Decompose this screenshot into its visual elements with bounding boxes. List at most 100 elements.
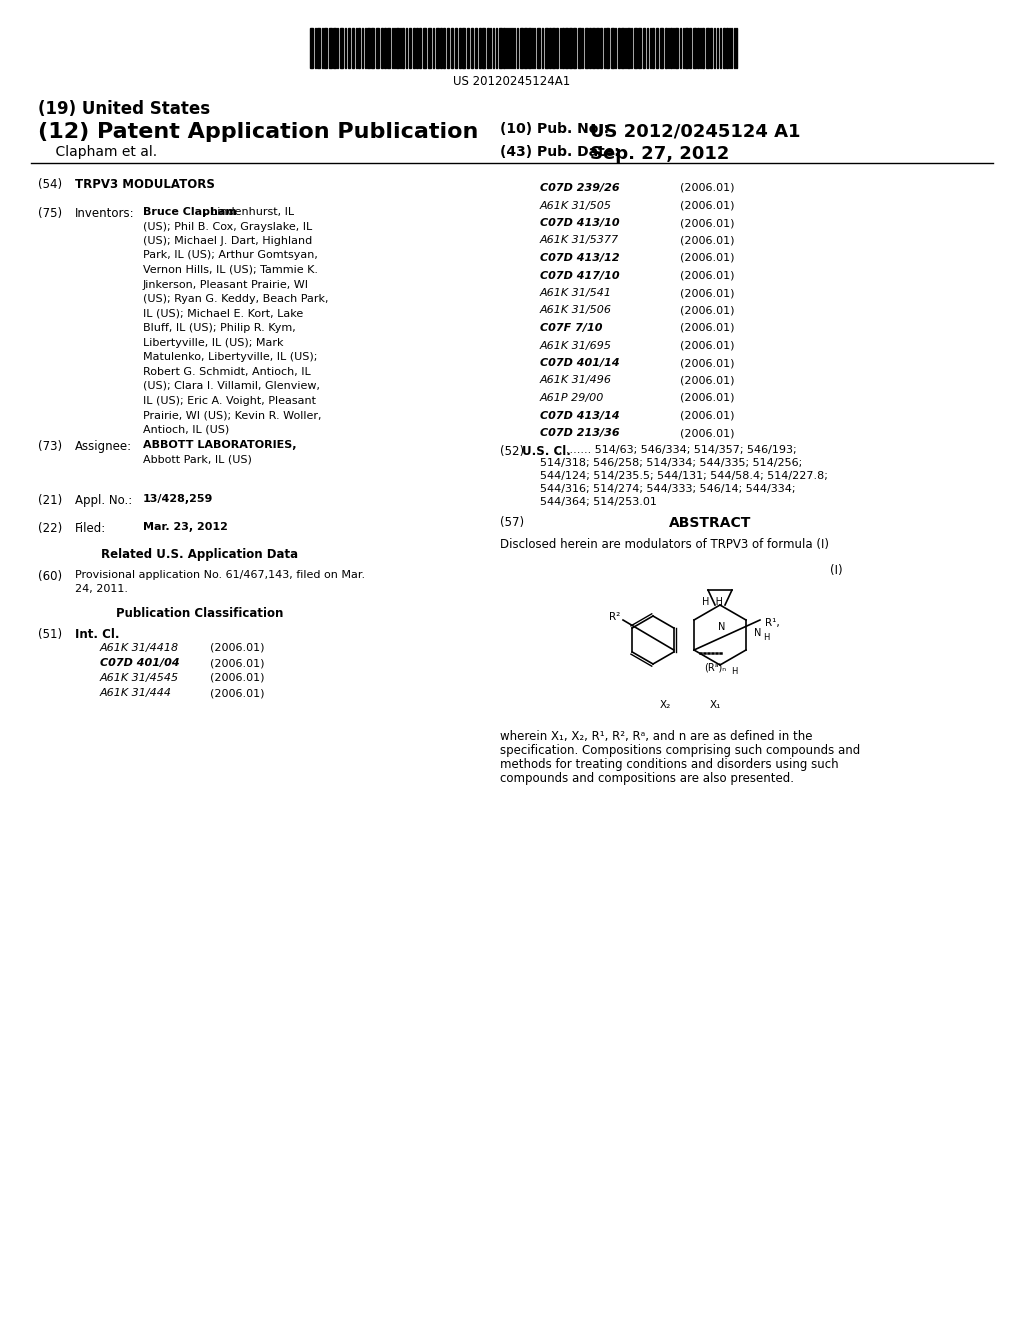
Text: 514/318; 546/258; 514/334; 544/335; 514/256;: 514/318; 546/258; 514/334; 544/335; 514/…: [540, 458, 802, 469]
Bar: [447, 28, 449, 69]
Text: (2006.01): (2006.01): [680, 358, 734, 368]
Text: Filed:: Filed:: [75, 521, 106, 535]
Text: (2006.01): (2006.01): [680, 218, 734, 228]
Text: (2006.01): (2006.01): [210, 657, 264, 668]
Text: (54): (54): [38, 178, 62, 191]
Text: (2006.01): (2006.01): [210, 643, 264, 653]
Text: H: H: [763, 632, 769, 642]
Text: (2006.01): (2006.01): [680, 393, 734, 403]
Bar: [685, 28, 688, 69]
Text: Robert G. Schmidt, Antioch, IL: Robert G. Schmidt, Antioch, IL: [143, 367, 310, 376]
Text: Vernon Hills, IL (US); Tammie K.: Vernon Hills, IL (US); Tammie K.: [143, 265, 318, 275]
Bar: [333, 28, 336, 69]
Text: (22): (22): [38, 521, 62, 535]
Text: 13/428,259: 13/428,259: [143, 494, 213, 504]
Bar: [569, 28, 572, 69]
Text: Libertyville, IL (US); Mark: Libertyville, IL (US); Mark: [143, 338, 284, 347]
Bar: [573, 28, 575, 69]
Bar: [675, 28, 678, 69]
Text: Inventors:: Inventors:: [75, 207, 134, 220]
Text: H  H: H H: [701, 597, 723, 607]
Bar: [606, 28, 609, 69]
Text: A61K 31/505: A61K 31/505: [540, 201, 612, 210]
Bar: [706, 28, 709, 69]
Bar: [621, 28, 624, 69]
Bar: [627, 28, 630, 69]
Text: Related U.S. Application Data: Related U.S. Application Data: [101, 548, 299, 561]
Text: (12) Patent Application Publication: (12) Patent Application Publication: [38, 121, 478, 143]
Bar: [596, 28, 599, 69]
Bar: [413, 28, 415, 69]
Bar: [524, 28, 527, 69]
Bar: [387, 28, 390, 69]
Bar: [340, 28, 343, 69]
Text: Bruce Clapham: Bruce Clapham: [143, 207, 237, 216]
Bar: [528, 28, 531, 69]
Bar: [549, 28, 551, 69]
Text: (43) Pub. Date:: (43) Pub. Date:: [500, 145, 620, 158]
Bar: [358, 28, 360, 69]
Bar: [702, 28, 705, 69]
Text: C07D 213/36: C07D 213/36: [540, 428, 620, 438]
Text: (21): (21): [38, 494, 62, 507]
Text: N: N: [718, 622, 726, 632]
Text: (US); Michael J. Dart, Highland: (US); Michael J. Dart, Highland: [143, 236, 312, 246]
Bar: [689, 28, 691, 69]
Bar: [402, 28, 404, 69]
Bar: [436, 28, 439, 69]
Bar: [562, 28, 564, 69]
Bar: [324, 28, 327, 69]
Text: Assignee:: Assignee:: [75, 440, 132, 453]
Text: Antioch, IL (US): Antioch, IL (US): [143, 425, 229, 434]
Bar: [643, 28, 645, 69]
Bar: [459, 28, 461, 69]
Bar: [589, 28, 591, 69]
Text: A61K 31/444: A61K 31/444: [100, 688, 172, 698]
Text: methods for treating conditions and disorders using such: methods for treating conditions and diso…: [500, 758, 839, 771]
Text: (2006.01): (2006.01): [680, 305, 734, 315]
Bar: [499, 28, 502, 69]
Text: C07D 239/26: C07D 239/26: [540, 183, 620, 193]
Bar: [462, 28, 465, 69]
Text: (Rᵃ)ₙ: (Rᵃ)ₙ: [703, 663, 726, 673]
Text: Prairie, WI (US); Kevin R. Woller,: Prairie, WI (US); Kevin R. Woller,: [143, 411, 322, 420]
Bar: [384, 28, 386, 69]
Bar: [634, 28, 637, 69]
Text: A61K 31/5377: A61K 31/5377: [540, 235, 620, 246]
Text: Int. Cl.: Int. Cl.: [75, 628, 120, 642]
Text: US 2012/0245124 A1: US 2012/0245124 A1: [590, 121, 801, 140]
Text: A61K 31/4545: A61K 31/4545: [100, 673, 179, 682]
Bar: [419, 28, 421, 69]
Text: ABBOTT LABORATORIES,: ABBOTT LABORATORIES,: [143, 440, 297, 450]
Bar: [638, 28, 641, 69]
Bar: [652, 28, 654, 69]
Text: (2006.01): (2006.01): [680, 253, 734, 263]
Bar: [329, 28, 332, 69]
Bar: [565, 28, 568, 69]
Text: , Lindenhurst, IL: , Lindenhurst, IL: [204, 207, 294, 216]
Bar: [371, 28, 374, 69]
Text: C07D 413/14: C07D 413/14: [540, 411, 620, 421]
Text: U.S. Cl.: U.S. Cl.: [522, 445, 570, 458]
Text: 544/124; 514/235.5; 544/131; 544/58.4; 514/227.8;: 544/124; 514/235.5; 544/131; 544/58.4; 5…: [540, 471, 827, 480]
Text: TRPV3 MODULATORS: TRPV3 MODULATORS: [75, 178, 215, 191]
Text: A61K 31/496: A61K 31/496: [540, 375, 612, 385]
Bar: [665, 28, 667, 69]
Text: US 20120245124A1: US 20120245124A1: [454, 75, 570, 88]
Bar: [482, 28, 485, 69]
Text: X₂: X₂: [659, 700, 671, 710]
Text: Park, IL (US); Arthur Gomtsyan,: Park, IL (US); Arthur Gomtsyan,: [143, 251, 317, 260]
Text: N: N: [755, 628, 762, 638]
Bar: [656, 28, 658, 69]
Bar: [556, 28, 558, 69]
Text: C07D 401/14: C07D 401/14: [540, 358, 620, 368]
Text: (2006.01): (2006.01): [680, 271, 734, 281]
Bar: [520, 28, 523, 69]
Bar: [440, 28, 442, 69]
Text: C07F 7/10: C07F 7/10: [540, 323, 602, 333]
Text: IL (US); Eric A. Voight, Pleasant: IL (US); Eric A. Voight, Pleasant: [143, 396, 316, 405]
Bar: [537, 28, 540, 69]
Text: Provisional application No. 61/467,143, filed on Mar.: Provisional application No. 61/467,143, …: [75, 570, 366, 579]
Bar: [479, 28, 481, 69]
Bar: [693, 28, 696, 69]
